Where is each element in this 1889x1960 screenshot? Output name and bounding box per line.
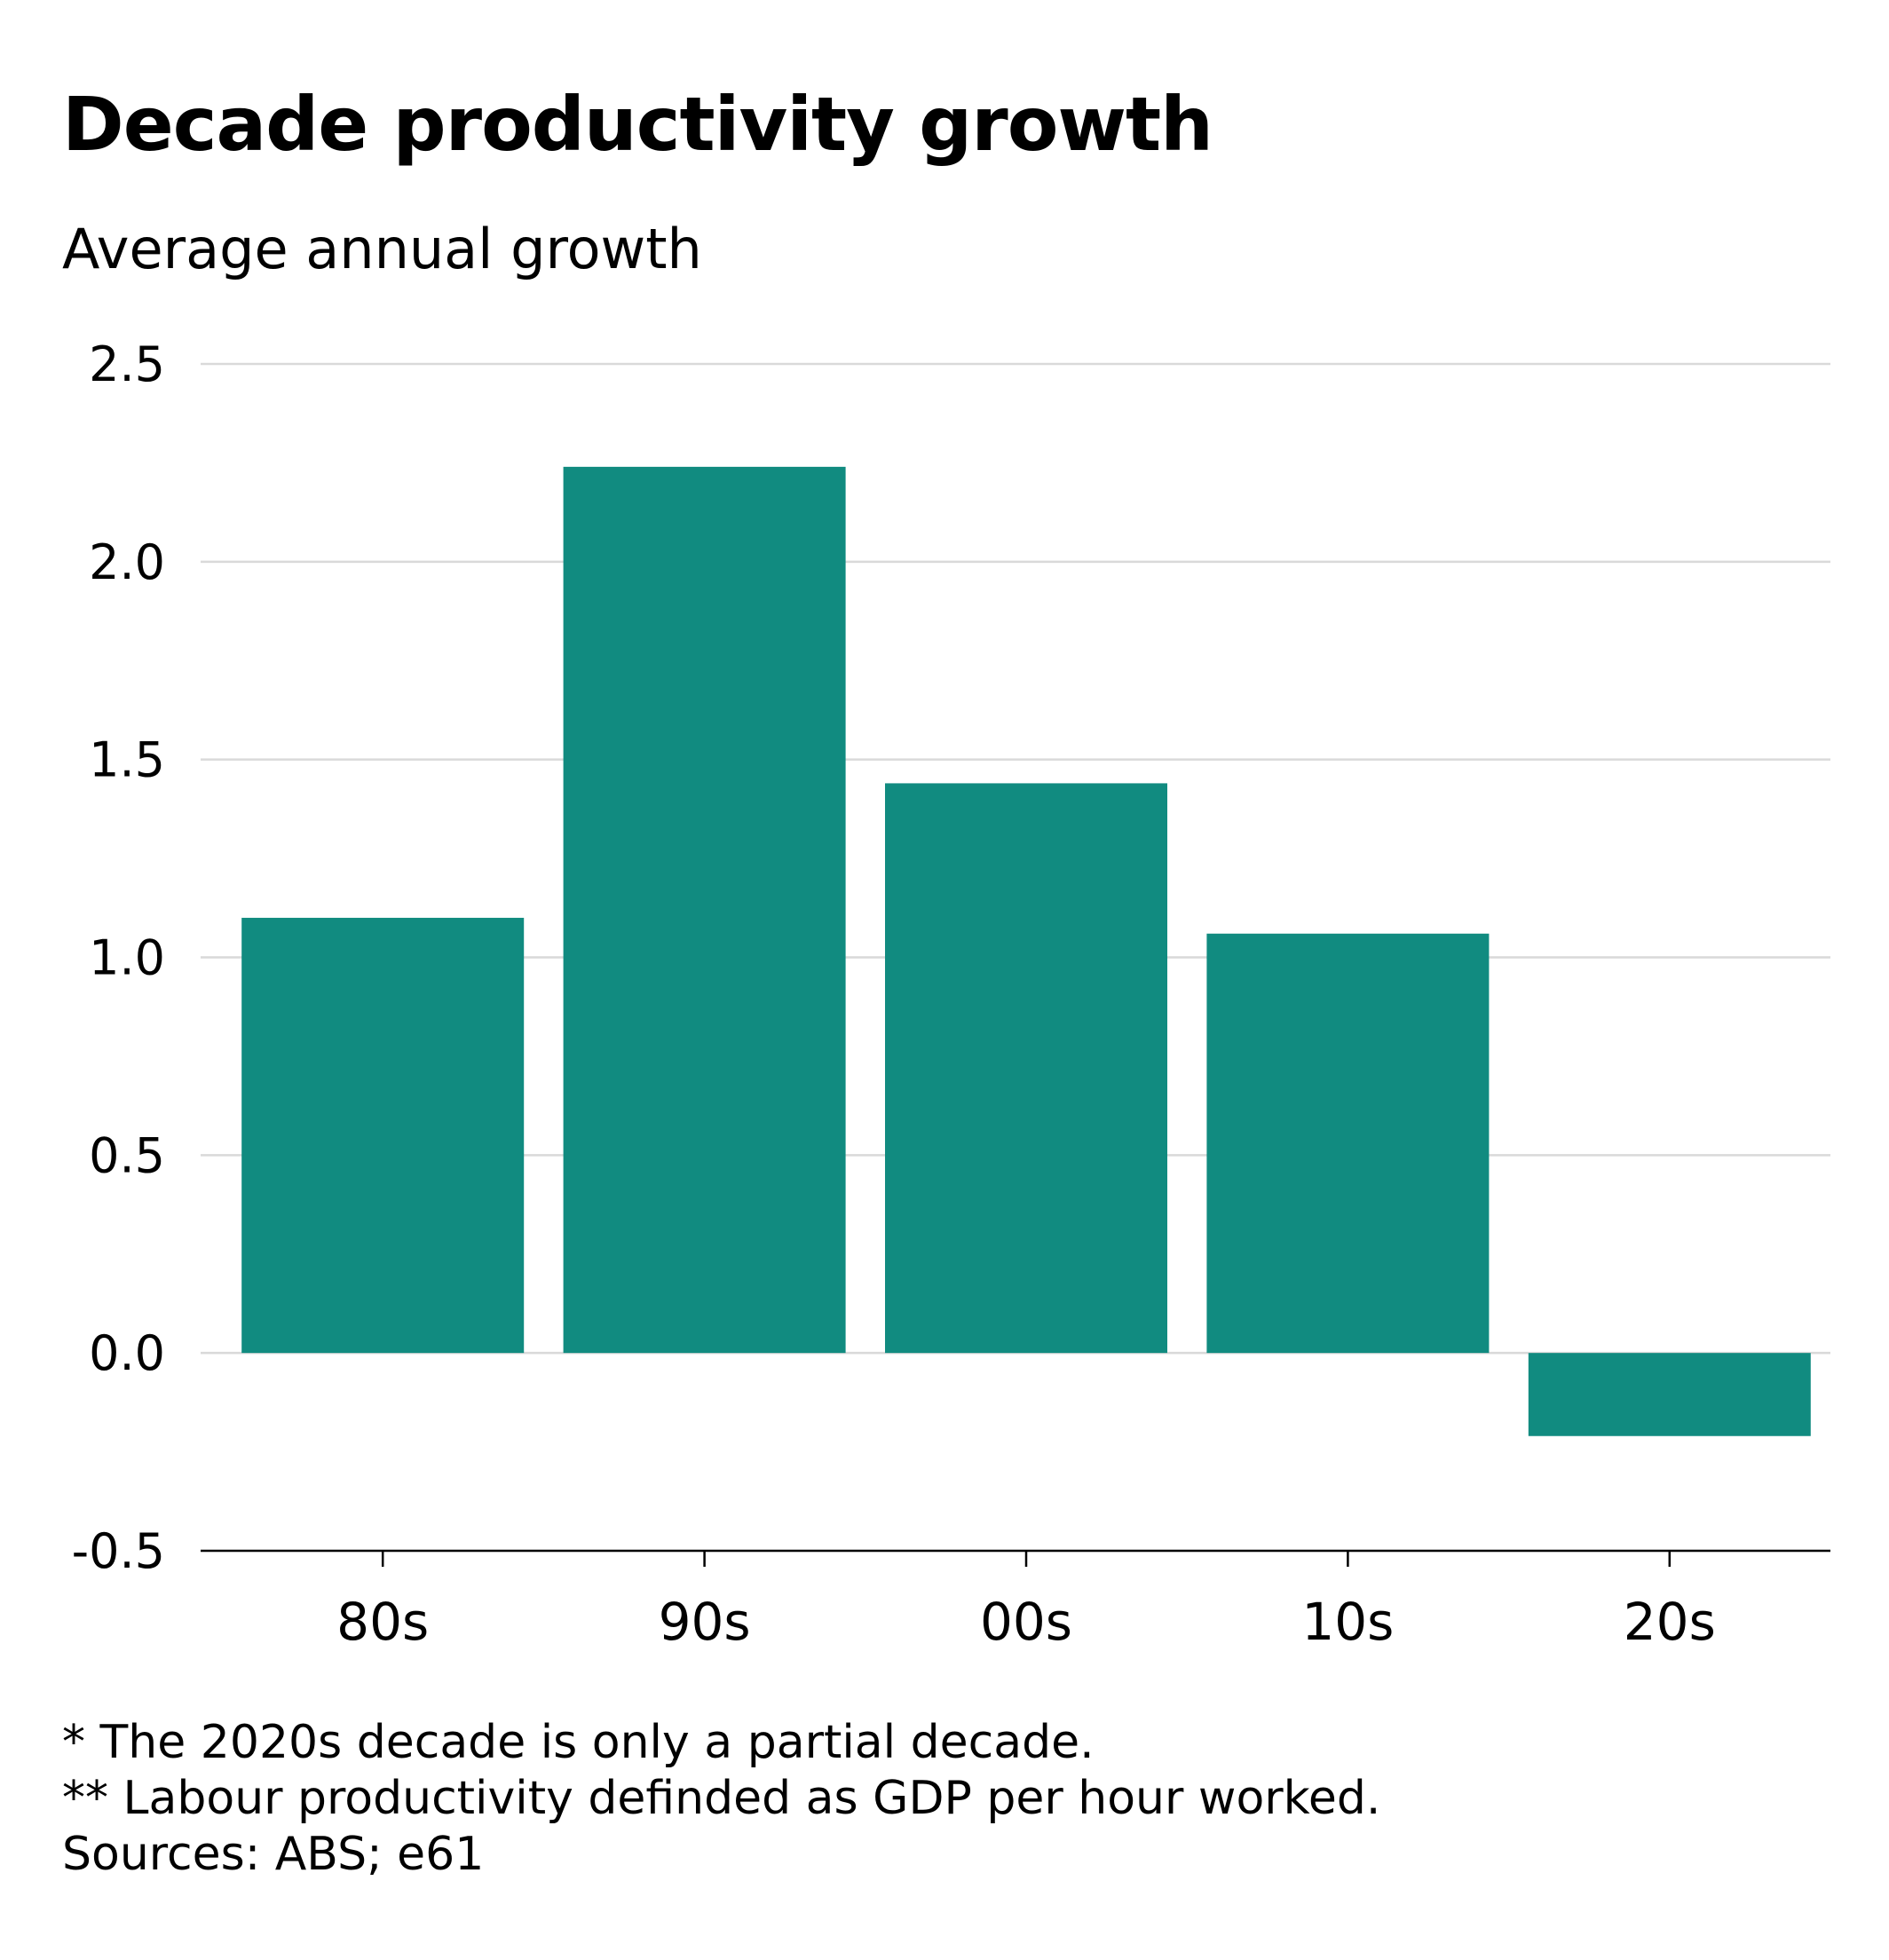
y-tick-label: 0.5 [89, 1127, 165, 1183]
bar-10s [1206, 933, 1490, 1354]
source-note: Sources: ABS; e61 [62, 1828, 485, 1881]
y-tick-label: 2.5 [89, 336, 165, 392]
bars [241, 466, 1811, 1436]
y-tick-label: 1.5 [89, 732, 165, 788]
y-tick-label: 2.0 [89, 534, 165, 590]
bar-20s [1528, 1353, 1811, 1436]
y-axis-tick-labels: 2.5 2.0 1.5 1.0 0.5 0.0 -0.5 [72, 336, 165, 1579]
chart-subtitle: Average annual growth [62, 217, 702, 281]
y-tick-label: 1.0 [89, 930, 165, 986]
x-tick-label: 80s [336, 1592, 429, 1652]
y-tick-label: 0.0 [89, 1325, 165, 1381]
bar-90s [563, 466, 846, 1354]
x-axis: 80s 90s 00s 10s 20s [201, 1549, 1830, 1652]
chart-title: Decade productivity growth [62, 81, 1213, 168]
x-tick-label: 90s [659, 1592, 751, 1652]
x-tick-label: 10s [1301, 1592, 1394, 1652]
x-tick-label: 00s [980, 1592, 1072, 1652]
footnotes: * The 2020s decade is only a partial dec… [62, 1715, 1380, 1883]
bar-80s [241, 917, 525, 1354]
y-tick-label: -0.5 [72, 1523, 165, 1579]
footnote-definition: ** Labour productivity definded as GDP p… [62, 1772, 1381, 1825]
footnote-partial-decade: * The 2020s decade is only a partial dec… [62, 1716, 1095, 1769]
x-tick-label: 20s [1624, 1592, 1716, 1652]
bar-00s [885, 783, 1167, 1354]
